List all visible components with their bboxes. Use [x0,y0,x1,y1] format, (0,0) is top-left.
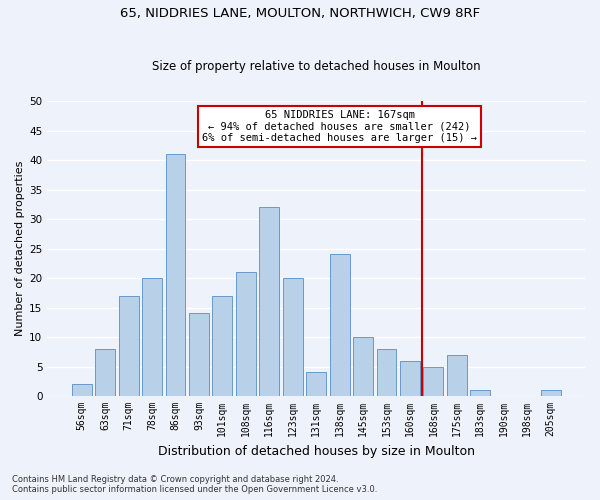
Bar [166,154,185,396]
X-axis label: Distribution of detached houses by size in Moulton: Distribution of detached houses by size … [158,444,475,458]
Y-axis label: Number of detached properties: Number of detached properties [15,161,25,336]
Text: Contains HM Land Registry data © Crown copyright and database right 2024.
Contai: Contains HM Land Registry data © Crown c… [12,474,377,494]
Bar [236,272,256,396]
Bar [142,278,162,396]
Bar [353,337,373,396]
Bar [306,372,326,396]
Bar [189,314,209,396]
Bar [424,366,443,396]
Bar [470,390,490,396]
Bar [329,254,350,396]
Title: Size of property relative to detached houses in Moulton: Size of property relative to detached ho… [152,60,481,74]
Bar [259,208,279,396]
Bar [72,384,92,396]
Bar [377,349,397,396]
Bar [95,349,115,396]
Text: 65 NIDDRIES LANE: 167sqm
← 94% of detached houses are smaller (242)
6% of semi-d: 65 NIDDRIES LANE: 167sqm ← 94% of detach… [202,110,477,143]
Text: 65, NIDDRIES LANE, MOULTON, NORTHWICH, CW9 8RF: 65, NIDDRIES LANE, MOULTON, NORTHWICH, C… [120,8,480,20]
Bar [119,296,139,396]
Bar [400,360,420,396]
Bar [283,278,302,396]
Bar [447,355,467,396]
Bar [212,296,232,396]
Bar [541,390,560,396]
